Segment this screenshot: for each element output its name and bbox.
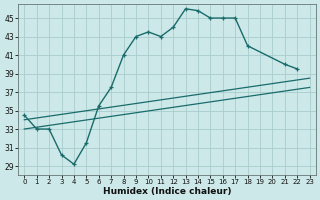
X-axis label: Humidex (Indice chaleur): Humidex (Indice chaleur) — [103, 187, 231, 196]
